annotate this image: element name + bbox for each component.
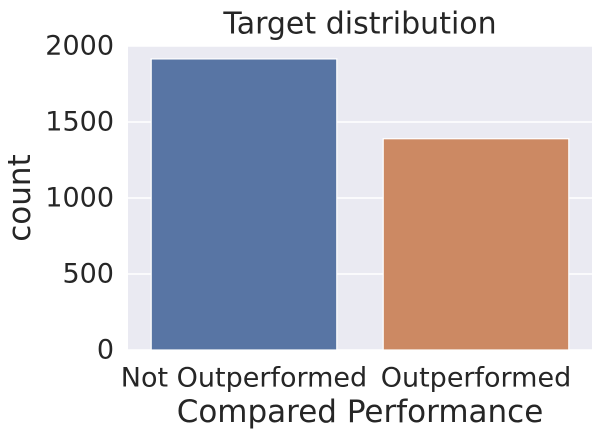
x-axis-label: Compared Performance bbox=[177, 394, 544, 430]
y-tick-label: 1500 bbox=[45, 107, 114, 138]
bar bbox=[382, 138, 570, 351]
y-tick-label: 1000 bbox=[45, 183, 114, 214]
x-tick-labels: Not Outperformed Outperformed bbox=[121, 363, 571, 394]
y-tick-label: 0 bbox=[97, 335, 114, 366]
y-tick-label: 2000 bbox=[45, 31, 114, 62]
x-tick-label: Not Outperformed bbox=[121, 363, 367, 394]
x-tick-label: Outperformed bbox=[381, 363, 572, 394]
bars bbox=[150, 58, 570, 351]
y-tick-label: 500 bbox=[62, 259, 114, 290]
y-tick-labels: 0 500 1000 1500 2000 bbox=[45, 31, 114, 366]
chart-title: Target distribution bbox=[222, 7, 496, 42]
y-axis-label: count bbox=[2, 154, 38, 241]
bar bbox=[150, 58, 338, 351]
